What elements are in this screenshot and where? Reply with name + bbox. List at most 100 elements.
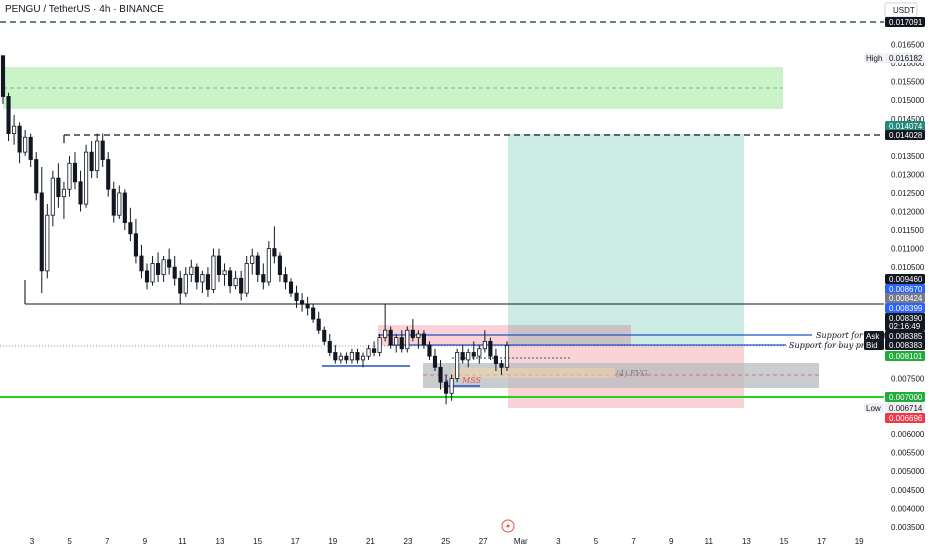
candle (194, 263, 199, 290)
x-tick-label: 19 (855, 537, 864, 546)
candle-body-up (244, 263, 249, 294)
side-label-bg (864, 403, 884, 413)
x-tick-label: 17 (291, 537, 300, 546)
candle-body-down (205, 274, 210, 290)
price-tag-text: 0.014074 (889, 122, 923, 131)
candle (460, 345, 465, 364)
candle-body-up (383, 329, 388, 339)
candle (216, 248, 222, 282)
side-label-bg (864, 340, 884, 350)
candle-body-down (344, 355, 349, 361)
price-tag-bg (885, 17, 925, 27)
y-tick-label: 0.016500 (891, 41, 925, 50)
candle-body-down (305, 303, 310, 309)
candle-body-down (410, 329, 415, 339)
candle-body-down (228, 270, 233, 287)
price-tag-text: 0.007000 (889, 393, 923, 402)
candle (466, 348, 471, 368)
price-tag-bg (885, 413, 925, 423)
candle (399, 330, 404, 353)
candle (372, 341, 377, 357)
candle (405, 326, 410, 353)
x-tick-label: 25 (441, 537, 450, 546)
candle-body-down (333, 352, 338, 361)
candle (255, 252, 260, 282)
price-tag-text: 0.008101 (889, 352, 923, 361)
x-tick-label: 19 (328, 537, 337, 546)
price-tag-text: 0.014028 (889, 131, 923, 140)
x-tick-label: 27 (479, 537, 488, 546)
candle (305, 296, 310, 316)
price-tag: 0.014028 (885, 130, 925, 140)
candle-body-down (106, 159, 111, 190)
candle-body-up (117, 192, 122, 216)
candle-body-up (211, 255, 216, 290)
candle-body-up (349, 352, 354, 361)
candle-body-down (355, 352, 360, 361)
y-tick-label: 0.005500 (891, 449, 925, 458)
candle (360, 352, 366, 368)
candle-body-up (150, 263, 155, 283)
price-tag: 0.007000 (885, 392, 925, 402)
x-tick-label: 15 (780, 537, 789, 546)
candle-body-down (388, 329, 393, 346)
candle (45, 204, 50, 279)
candle (133, 218, 138, 264)
x-tick-label: Mar (514, 537, 528, 546)
candle (128, 207, 133, 242)
price-tag-text: 0.008399 (889, 304, 923, 313)
candle-body-up (67, 162, 72, 190)
candle (377, 333, 382, 357)
price-tag: 0.017091 (885, 17, 925, 27)
demand-zone (3, 67, 783, 109)
candle (482, 330, 487, 353)
candle (106, 152, 111, 197)
price-axis: USDT 0.016500 0.016000 0.015500 0.015000 0.0… (864, 2, 925, 532)
lightning-icon[interactable] (501, 519, 515, 533)
price-tag: 0.009460 (885, 274, 925, 284)
price-tag-text: 0.008383 (889, 341, 923, 350)
mss-label: MSS (461, 376, 482, 385)
side-label-bg (864, 53, 884, 63)
x-tick-label: 3 (30, 537, 35, 546)
x-tick-label: 11 (705, 537, 714, 546)
candle-body-down (78, 181, 83, 205)
y-tick-label: 0.016000 (891, 59, 925, 68)
candle-body-down (139, 255, 144, 272)
y-tick-label: 0.015000 (891, 96, 925, 105)
x-tick-label: 9 (143, 537, 148, 546)
candle-body-down (178, 277, 183, 294)
candle (23, 129, 28, 156)
price-tag-bg (885, 403, 925, 413)
candle-body-down (322, 329, 327, 342)
y-tick-label: 0.014500 (891, 115, 925, 124)
x-tick-label: 13 (216, 537, 225, 546)
candle-body-down (327, 340, 332, 353)
currency-label: USDT (893, 6, 915, 15)
price-tag: 0.008390 (885, 313, 925, 323)
candle (438, 359, 443, 390)
candle-body-down (460, 352, 465, 361)
candle-body-down (277, 255, 282, 275)
candle (349, 348, 354, 364)
candle-body-up (338, 355, 343, 361)
candle-body-up (84, 151, 89, 205)
candle (432, 348, 438, 372)
candle-body-down (272, 248, 277, 257)
candle (233, 270, 238, 290)
candle (449, 374, 454, 401)
candle (272, 226, 277, 264)
candle-body-down (444, 381, 449, 394)
candle-body-up (45, 214, 50, 272)
candle (499, 359, 504, 375)
x-tick-label: 5 (67, 537, 72, 546)
candle (244, 256, 249, 297)
candle (61, 181, 66, 219)
candle-body-down (427, 344, 432, 357)
support-label-1: Support for buy progr (816, 331, 907, 340)
candle-body-up (482, 340, 487, 350)
candle (504, 341, 510, 372)
candle (416, 330, 421, 349)
candle-body-down (39, 192, 44, 272)
price-tag: 0.008399 (885, 303, 925, 313)
